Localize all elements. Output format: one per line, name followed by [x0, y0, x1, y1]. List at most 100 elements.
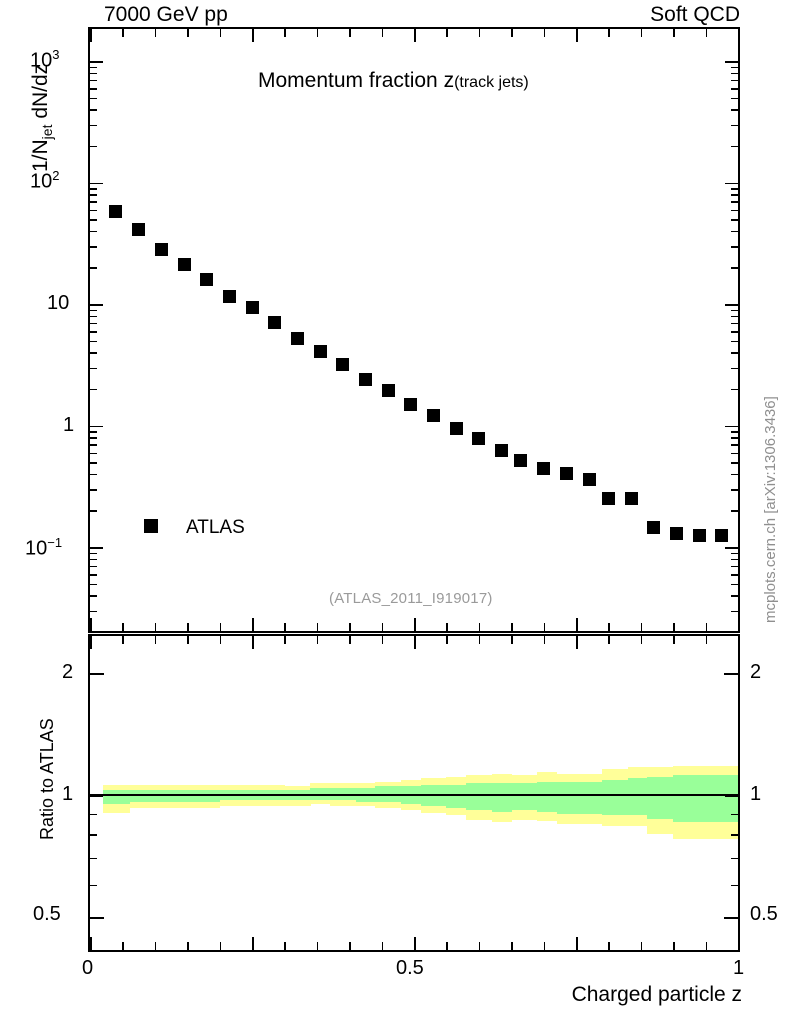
main-ytick-right: [731, 574, 738, 576]
ratio-xtick-bottom: [478, 942, 481, 950]
ratio-ytick: [90, 834, 97, 836]
main-xtick-bottom: [543, 623, 546, 631]
data-point-marker: [624, 492, 638, 506]
main-xtick-top: [478, 29, 481, 37]
ratio-xtick-bottom: [608, 942, 610, 950]
main-ytick-right: [731, 595, 738, 597]
main-ytick: [90, 194, 97, 196]
main-xtick-bottom: [316, 623, 319, 631]
main-ytick: [90, 431, 97, 433]
ratio-inner-band-segment: [718, 775, 738, 822]
main-yaxis-label: 1/Njet dN/dz: [29, 64, 55, 172]
main-xtick-bottom: [122, 623, 124, 631]
main-ytick: [90, 315, 97, 318]
ratio-inner-band-segment: [582, 781, 603, 814]
xtick-label-05: 0.5: [396, 957, 424, 979]
main-ytick-label-1e3: 103: [30, 47, 60, 72]
main-ytick-right: [731, 124, 738, 127]
main-ytick-right: [731, 201, 738, 203]
main-xtick-bottom: [608, 623, 610, 631]
ratio-ytick-major: [90, 673, 104, 675]
data-point-marker: [559, 467, 573, 481]
data-point-marker: [647, 520, 661, 534]
main-ytick: [90, 595, 97, 597]
main-ytick: [90, 188, 97, 190]
ratio-xtick-bottom: [576, 937, 578, 950]
main-plot-title-sub: (track jets): [454, 74, 529, 91]
ratio-xtick-top: [349, 636, 351, 644]
data-point-marker: [495, 444, 508, 458]
main-xtick-top: [284, 29, 286, 37]
main-xtick-top: [640, 29, 643, 37]
ratio-xtick-top: [673, 636, 675, 644]
data-point-marker: [669, 526, 683, 540]
main-ytick: [90, 425, 103, 428]
data-point-marker: [426, 409, 440, 423]
main-ytick-right: [731, 388, 738, 391]
main-ytick-right: [731, 565, 738, 568]
main-ytick-right: [731, 88, 738, 90]
main-ytick: [90, 388, 97, 391]
main-ytick: [90, 109, 97, 111]
ratio-reference-line: [90, 794, 738, 796]
main-ytick: [90, 331, 97, 333]
main-xtick-top: [673, 29, 675, 37]
main-ytick-right: [725, 547, 738, 549]
main-ytick-right: [731, 510, 738, 512]
main-xtick-top: [154, 29, 157, 37]
ratio-yaxis-label: Ratio to ATLAS: [37, 718, 57, 840]
data-point-marker: [222, 290, 236, 304]
ratio-xtick-bottom: [187, 942, 189, 950]
data-point-marker: [601, 492, 615, 506]
main-ytick-right: [725, 182, 738, 185]
main-xtick-top: [576, 29, 578, 42]
ratio-ytick-right: [725, 795, 738, 797]
data-point-marker: [268, 316, 282, 330]
ratio-ytick-right: [731, 834, 738, 836]
main-xtick-bottom: [252, 618, 254, 631]
main-ytick: [90, 473, 97, 476]
main-xtick-bottom: [511, 623, 513, 631]
main-ytick: [90, 66, 97, 69]
ratio-ytick-label-1: 1: [62, 783, 74, 805]
ratio-xtick-bottom: [446, 942, 448, 950]
main-ytick-right: [731, 552, 738, 555]
main-xtick-bottom: [576, 618, 578, 631]
data-point-marker: [472, 432, 486, 446]
data-point-marker: [537, 462, 551, 476]
ratio-xtick-bottom: [90, 937, 92, 950]
main-ytick-right: [731, 558, 738, 561]
ratio-xtick-top: [316, 636, 319, 644]
ratio-ytick-right: [731, 813, 738, 816]
main-ytick: [90, 97, 97, 100]
main-xtick-bottom: [187, 623, 189, 631]
main-ytick: [90, 510, 97, 512]
main-ytick: [90, 124, 97, 127]
main-ytick-right: [731, 209, 738, 212]
main-ytick-right: [731, 66, 738, 69]
ratio-uncertainty-bands: [90, 636, 738, 950]
ratio-ytick: [90, 795, 103, 797]
main-xtick-bottom: [154, 623, 157, 631]
main-ytick: [90, 558, 97, 561]
main-xtick-bottom: [349, 623, 351, 631]
main-xtick-top: [90, 29, 92, 42]
main-ytick-right: [731, 219, 738, 221]
ratio-ytick-major-right: [724, 917, 738, 919]
source-side-note: mcplots.cern.ch [arXiv:1306.3436]: [762, 396, 779, 623]
main-ytick: [90, 437, 97, 439]
main-xtick-top: [543, 29, 546, 37]
ratio-ytick: [90, 813, 97, 816]
main-ytick-right: [731, 352, 738, 354]
main-ytick: [90, 565, 97, 568]
ratio-ytick-label-right-2: 2: [750, 661, 762, 683]
ratio-xtick-top: [705, 636, 708, 644]
main-ytick: [90, 452, 97, 455]
ratio-inner-band-segment: [491, 783, 512, 812]
ratio-ytick-right: [731, 857, 738, 860]
main-xtick-top: [122, 29, 124, 37]
main-ytick-right: [731, 583, 738, 586]
main-ytick-right: [731, 322, 738, 325]
main-xtick-top: [381, 29, 384, 37]
main-ytick: [90, 182, 103, 185]
